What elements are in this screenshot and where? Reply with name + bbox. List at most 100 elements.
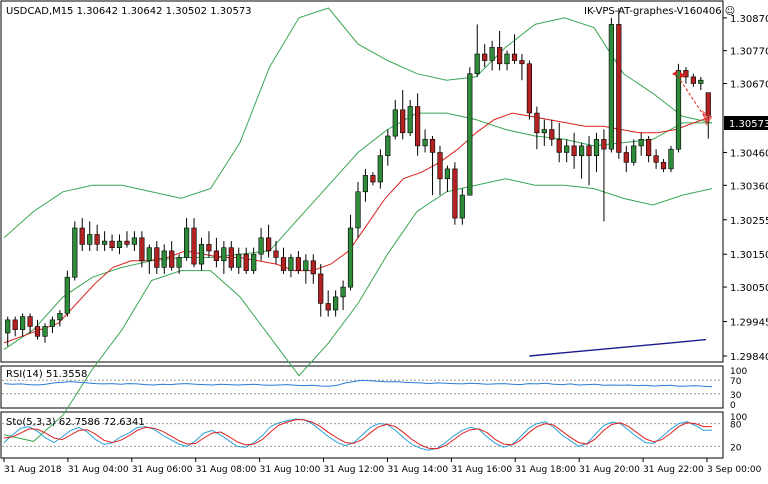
candle-body — [511, 53, 518, 61]
candle-body — [64, 276, 70, 314]
candle-body — [332, 296, 339, 311]
candle-body — [474, 53, 480, 75]
candle-body — [549, 129, 555, 140]
candle-body — [109, 240, 115, 249]
candle-body — [623, 152, 629, 163]
candle-body — [131, 237, 138, 245]
stoch-tick-label: 80 — [730, 421, 742, 431]
candle — [623, 145, 629, 173]
candle-body — [496, 47, 503, 65]
price-tick-label: 1.30150 — [730, 250, 768, 261]
candle-body — [288, 257, 294, 271]
candle — [116, 234, 123, 255]
candle — [511, 34, 518, 64]
candle-body — [273, 250, 279, 258]
candle — [295, 250, 302, 274]
price-panel-frame — [0, 0, 724, 363]
candle — [459, 188, 465, 225]
candle-body — [586, 145, 592, 156]
candle-body — [526, 63, 532, 114]
candle-body — [698, 79, 704, 84]
candle — [534, 106, 540, 150]
candle — [526, 60, 532, 120]
candle — [12, 316, 18, 337]
candle-body — [653, 155, 659, 163]
sell-arrow-icon — [680, 72, 686, 78]
candle — [310, 254, 316, 284]
candle-body — [564, 145, 570, 153]
candle — [146, 244, 152, 274]
candle — [102, 231, 108, 251]
candle-body — [303, 260, 309, 271]
price-tick-label: 1.29945 — [730, 318, 768, 329]
candle — [139, 231, 145, 268]
candle-body — [27, 316, 33, 327]
candle — [385, 129, 391, 166]
time-tick-label: 3 Sep 00:00 — [707, 465, 762, 475]
candle — [690, 73, 696, 87]
candle — [698, 76, 704, 91]
price-tick-label: 1.29840 — [730, 352, 768, 363]
candle-body — [355, 191, 361, 229]
candle — [258, 227, 264, 261]
candle-body — [265, 237, 272, 252]
candle-body — [578, 145, 585, 156]
candle-body — [444, 168, 451, 179]
candle-body — [139, 237, 145, 262]
candle — [452, 162, 458, 225]
candle — [355, 182, 361, 238]
candle-body — [370, 175, 376, 183]
candle-body — [12, 319, 18, 330]
candle-body — [146, 247, 152, 262]
candle-body — [489, 47, 495, 61]
candle — [243, 247, 249, 274]
candle — [57, 310, 63, 327]
candle-body — [19, 316, 26, 331]
candle — [213, 237, 220, 268]
candle — [444, 165, 451, 192]
candle-body — [452, 168, 458, 219]
candle-body — [325, 303, 331, 311]
candle — [42, 323, 48, 343]
time-tick-label: 31 Aug 08:00 — [196, 465, 257, 475]
rsi-label: RSI(14) 51.3558 — [6, 369, 87, 380]
time-tick-label: 31 Aug 12:00 — [324, 465, 385, 475]
candle-body — [79, 227, 85, 245]
stoch-tick-label: 20 — [730, 443, 742, 453]
candle-body — [176, 257, 182, 268]
candle — [109, 234, 115, 251]
candle — [79, 218, 85, 251]
candle — [638, 132, 644, 156]
candle — [288, 254, 294, 278]
ma-slow-line — [529, 338, 707, 357]
candle-body — [318, 273, 324, 304]
candle-body — [504, 53, 510, 65]
candle-body — [169, 250, 175, 268]
candle-body — [422, 139, 428, 147]
candle — [94, 224, 100, 251]
candle-body — [42, 326, 48, 337]
candle — [593, 132, 600, 173]
candle-body — [705, 92, 711, 116]
candle-body — [280, 257, 287, 271]
candle — [407, 99, 413, 137]
candle — [377, 149, 383, 189]
candle — [496, 30, 503, 71]
candle-body — [258, 237, 264, 255]
candle — [347, 214, 354, 291]
time-tick-label: 31 Aug 18:00 — [515, 465, 576, 475]
time-axis: 31 Aug 2018 31 Aug 04:00 31 Aug 06:00 31 Au… — [3, 458, 762, 475]
candle — [482, 44, 488, 68]
candle-body — [690, 76, 696, 84]
candle — [578, 142, 585, 179]
candle — [19, 313, 26, 337]
candle — [601, 129, 607, 222]
rsi-line — [3, 379, 713, 388]
candle — [154, 241, 160, 274]
candle — [64, 270, 70, 317]
candle-body — [295, 257, 302, 271]
candle — [131, 231, 138, 251]
